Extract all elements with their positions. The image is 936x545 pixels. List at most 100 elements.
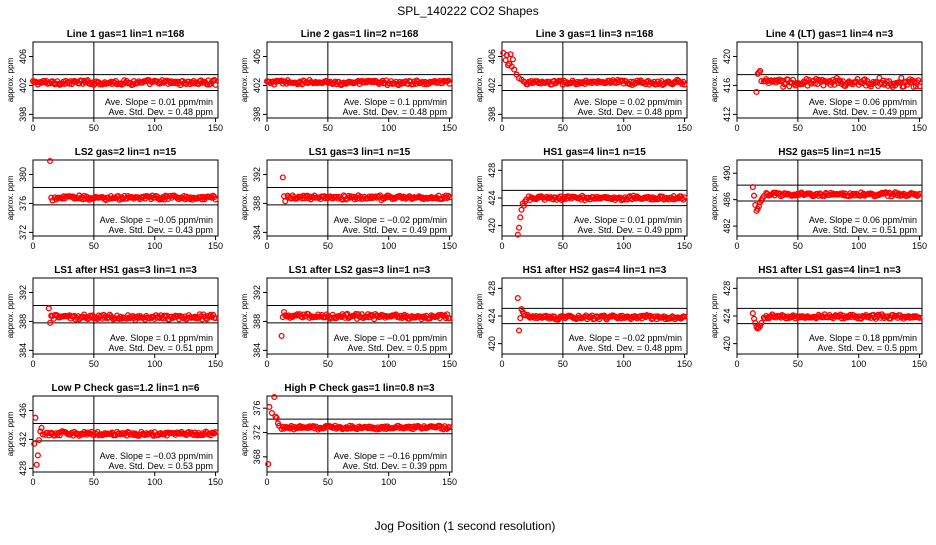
data-point — [750, 192, 758, 199]
data-point — [193, 315, 200, 322]
data-point — [56, 432, 63, 439]
slope-annotation: Ave. Slope = 0.1 ppm/min — [344, 97, 447, 107]
y-tick-label: 384 — [252, 343, 262, 358]
plot-frame — [32, 277, 219, 355]
x-tick-label: 50 — [89, 359, 99, 369]
x-tick-label: 50 — [89, 241, 99, 251]
x-tick-label: 0 — [30, 359, 35, 369]
y-tick-label: 402 — [487, 78, 497, 93]
data-point — [507, 51, 514, 58]
data-point — [446, 194, 453, 201]
y-axis-label: approx. ppm — [240, 411, 249, 456]
y-axis-label: approx. ppm — [710, 175, 719, 220]
slope-annotation: Ave. Slope = −0.16 ppm/min — [334, 451, 447, 461]
data-point — [515, 224, 523, 231]
panel-1: Line 1 gas=1 lin=1 n=168 0 50 100 150 398 402 4… — [6, 29, 223, 133]
x-tick-label: 0 — [264, 359, 269, 369]
panel-5: LS2 gas=2 lin=1 n=15 0 50 100 150 372 376 380ap… — [6, 147, 223, 251]
x-tick-label: 150 — [677, 123, 692, 133]
slope-annotation: Ave. Slope = 0.01 ppm/min — [574, 215, 682, 225]
x-tick-label: 100 — [381, 123, 396, 133]
slope-annotation: Ave. Slope = 0.02 ppm/min — [574, 97, 682, 107]
y-tick-label: 392 — [252, 167, 262, 182]
data-point — [522, 312, 529, 319]
panel-12: HS1 after LS1 gas=4 lin=1 n=3 0 50 100 150 42… — [710, 265, 927, 369]
panel-title: Line 4 (LT) gas=1 lin=4 n=3 — [766, 29, 894, 40]
x-tick-label: 50 — [558, 241, 568, 251]
x-tick-label: 50 — [89, 123, 99, 133]
x-tick-label: 100 — [851, 123, 866, 133]
panel-title: LS1 after LS2 gas=3 lin=1 n=3 — [289, 265, 431, 276]
data-point — [514, 231, 521, 238]
x-tick-label: 150 — [208, 359, 223, 369]
data-point — [48, 194, 55, 201]
slope-annotation: Ave. Slope = −0.01 ppm/min — [334, 333, 447, 343]
x-tick-label: 50 — [558, 359, 568, 369]
y-tick-label: 406 — [487, 49, 497, 64]
panel-8: HS2 gas=5 lin=1 n=15 0 50 100 150 482 486 490ap… — [710, 147, 927, 251]
data-point — [517, 315, 524, 322]
data-point — [265, 461, 272, 468]
slope-annotation: Ave. Slope = 0.06 ppm/min — [809, 215, 917, 225]
data-point — [916, 314, 923, 321]
data-point — [509, 56, 517, 63]
data-point — [212, 196, 219, 203]
y-tick-label: 428 — [18, 461, 28, 476]
y-tick-label: 384 — [18, 343, 28, 358]
data-points — [265, 393, 453, 468]
data-point — [844, 79, 851, 86]
slope-annotation: Ave. Slope = 0.1 ppm/min — [110, 333, 213, 343]
x-tick-label: 50 — [323, 123, 333, 133]
x-tick-label: 150 — [208, 123, 223, 133]
data-points — [749, 310, 923, 332]
x-tick-label: 50 — [793, 123, 803, 133]
data-point — [191, 80, 198, 87]
y-tick-label: 398 — [252, 107, 262, 122]
data-point — [34, 452, 41, 459]
data-point — [515, 327, 523, 334]
data-point — [520, 310, 527, 317]
y-tick-label: 406 — [18, 49, 28, 64]
slope-annotation: Ave. Slope = −0.03 ppm/min — [100, 451, 213, 461]
data-point — [842, 314, 849, 321]
x-tick-label: 100 — [381, 477, 396, 487]
x-tick-label: 50 — [89, 477, 99, 487]
data-point — [446, 80, 453, 87]
y-axis-label: approx. ppm — [6, 293, 15, 338]
x-tick-label: 100 — [851, 241, 866, 251]
data-point — [446, 424, 453, 431]
data-point — [211, 430, 218, 437]
y-axis-label: approx. ppm — [710, 293, 719, 338]
y-tick-label: 402 — [18, 78, 28, 93]
slope-annotation: Ave. Slope = 0.18 ppm/min — [809, 333, 917, 343]
y-tick-label: 420 — [722, 49, 732, 64]
data-point — [883, 190, 890, 197]
data-points — [278, 308, 453, 339]
x-tick-label: 0 — [499, 123, 504, 133]
stddev-annotation: Ave. Std. Dev. = 0.49 ppm — [813, 107, 917, 117]
y-tick-label: 376 — [18, 196, 28, 211]
y-tick-label: 424 — [487, 190, 497, 205]
y-tick-label: 412 — [722, 107, 732, 122]
x-tick-label: 100 — [147, 123, 162, 133]
y-tick-label: 436 — [18, 403, 28, 418]
stddev-annotation: Ave. Std. Dev. = 0.49 ppm — [343, 225, 447, 235]
y-tick-label: 376 — [252, 401, 262, 416]
x-tick-label: 150 — [208, 241, 223, 251]
y-tick-label: 402 — [252, 78, 262, 93]
x-tick-label: 150 — [442, 359, 457, 369]
x-tick-label: 0 — [30, 123, 35, 133]
x-tick-label: 0 — [734, 123, 739, 133]
data-points — [31, 414, 219, 468]
x-tick-label: 0 — [734, 241, 739, 251]
data-point — [38, 424, 45, 431]
x-tick-label: 100 — [381, 359, 396, 369]
y-axis-label: approx. ppm — [475, 175, 484, 220]
y-tick-label: 420 — [722, 336, 732, 351]
y-axis-label: approx. ppm — [6, 175, 15, 220]
x-tick-label: 100 — [616, 123, 631, 133]
data-points — [514, 192, 688, 238]
panel-10: LS1 after LS2 gas=3 lin=1 n=3 0 50 100 150 38… — [240, 265, 457, 369]
plot-frame — [736, 159, 923, 237]
y-tick-label: 388 — [18, 314, 28, 329]
